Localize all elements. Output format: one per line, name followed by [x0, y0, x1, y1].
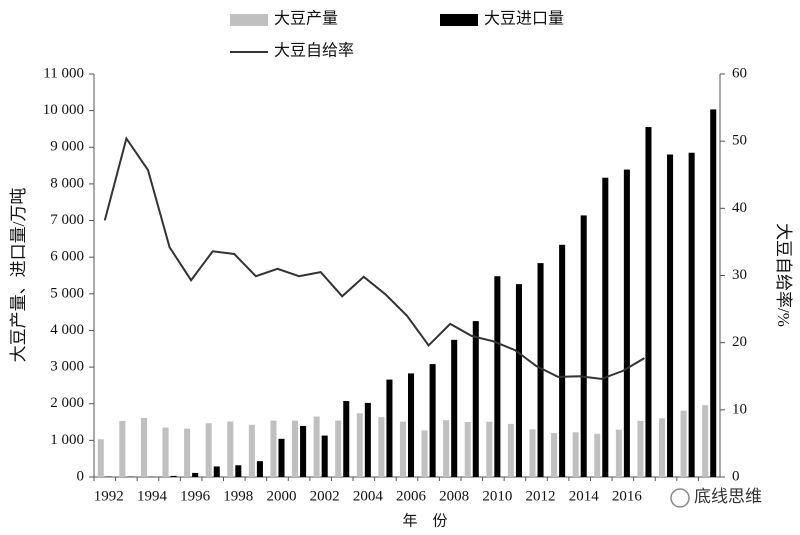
bar — [551, 433, 558, 477]
bar — [602, 177, 609, 478]
bar — [572, 432, 579, 477]
bar — [192, 472, 199, 477]
bar — [637, 420, 644, 477]
y2-tick-label: 60 — [732, 65, 747, 81]
bar — [386, 379, 393, 477]
bar — [205, 423, 212, 477]
bar — [623, 169, 630, 477]
bar — [451, 339, 458, 477]
bar — [594, 433, 601, 477]
y2-tick-label: 40 — [732, 200, 747, 216]
x-tick-label: 2004 — [353, 488, 384, 504]
y-tick-label: 7 000 — [50, 212, 84, 228]
legend-label: 大豆进口量 — [484, 10, 564, 28]
bar — [97, 439, 104, 477]
bar — [356, 413, 363, 477]
bar — [472, 321, 479, 477]
bar — [378, 417, 385, 477]
bar — [300, 425, 307, 477]
bar — [559, 244, 566, 477]
y-tick-label: 9 000 — [50, 139, 84, 155]
y-tick-label: 8 000 — [50, 175, 84, 191]
bar — [213, 466, 220, 477]
x-axis-label: 年 份 — [402, 512, 447, 529]
legend-label: 大豆产量 — [274, 10, 338, 28]
bar — [680, 410, 687, 477]
x-tick-label: 2016 — [612, 488, 643, 504]
legend-swatch — [230, 14, 268, 26]
bar — [227, 421, 234, 477]
x-tick-label: 2006 — [396, 488, 427, 504]
bar — [645, 127, 652, 477]
bar — [429, 364, 436, 477]
bar — [615, 429, 622, 477]
bar — [408, 373, 415, 477]
bar — [399, 421, 406, 477]
y-tick-label: 10 000 — [43, 102, 84, 118]
bar — [515, 284, 522, 477]
bar — [364, 402, 371, 477]
y2-axis-label: 大豆自给率/% — [774, 223, 793, 327]
bar — [443, 420, 450, 477]
bar — [256, 461, 263, 477]
x-tick-label: 2012 — [526, 488, 556, 504]
bar — [421, 430, 428, 477]
bar — [278, 438, 285, 477]
bar — [119, 420, 126, 477]
bar — [321, 435, 328, 477]
bar — [702, 405, 709, 477]
bar — [667, 154, 674, 477]
bar — [529, 429, 536, 477]
y-tick-label: 2 000 — [50, 395, 84, 411]
legend-swatch — [440, 14, 478, 26]
x-tick-label: 2002 — [310, 488, 340, 504]
bar — [494, 276, 501, 477]
bar — [464, 422, 471, 477]
y2-tick-label: 10 — [732, 401, 747, 417]
y-tick-label: 1 000 — [50, 432, 84, 448]
y-axis-label: 大豆产量、进口量/万吨 — [9, 188, 28, 363]
bar — [248, 424, 255, 477]
x-tick-label: 2014 — [569, 488, 600, 504]
y-tick-label: 3 000 — [50, 359, 84, 375]
y2-tick-label: 0 — [732, 468, 740, 484]
x-tick-label: 2010 — [482, 488, 512, 504]
bar — [343, 401, 350, 477]
bar — [710, 109, 717, 477]
bar — [688, 152, 695, 477]
bar — [507, 423, 514, 477]
x-tick-label: 1998 — [223, 488, 253, 504]
watermark: 底线思维 — [694, 487, 762, 506]
bar — [170, 475, 177, 477]
bar — [270, 420, 277, 477]
line — [103, 136, 645, 380]
bar — [140, 418, 147, 477]
bar — [162, 427, 169, 477]
y-tick-label: 5 000 — [50, 285, 84, 301]
bar — [335, 420, 342, 477]
bar — [184, 428, 191, 477]
x-tick-label: 1994 — [137, 488, 168, 504]
y-tick-label: 0 — [77, 468, 85, 484]
bar — [313, 416, 320, 477]
bar — [580, 215, 587, 477]
bar — [537, 263, 544, 477]
bar — [486, 421, 493, 477]
bar — [292, 420, 299, 477]
y-tick-label: 11 000 — [43, 65, 84, 81]
y2-tick-label: 50 — [732, 133, 747, 149]
bar — [235, 465, 242, 477]
legend-label: 大豆自给率 — [274, 42, 354, 60]
x-tick-label: 1992 — [94, 488, 124, 504]
x-tick-label: 2008 — [439, 488, 469, 504]
watermark-icon — [670, 488, 690, 508]
x-tick-label: 2000 — [266, 488, 296, 504]
x-tick-label: 1996 — [180, 488, 211, 504]
y2-tick-label: 20 — [732, 334, 747, 350]
bar — [658, 418, 666, 477]
y-tick-label: 4 000 — [50, 322, 84, 338]
y-tick-label: 6 000 — [50, 249, 84, 265]
y2-tick-label: 30 — [732, 267, 747, 283]
